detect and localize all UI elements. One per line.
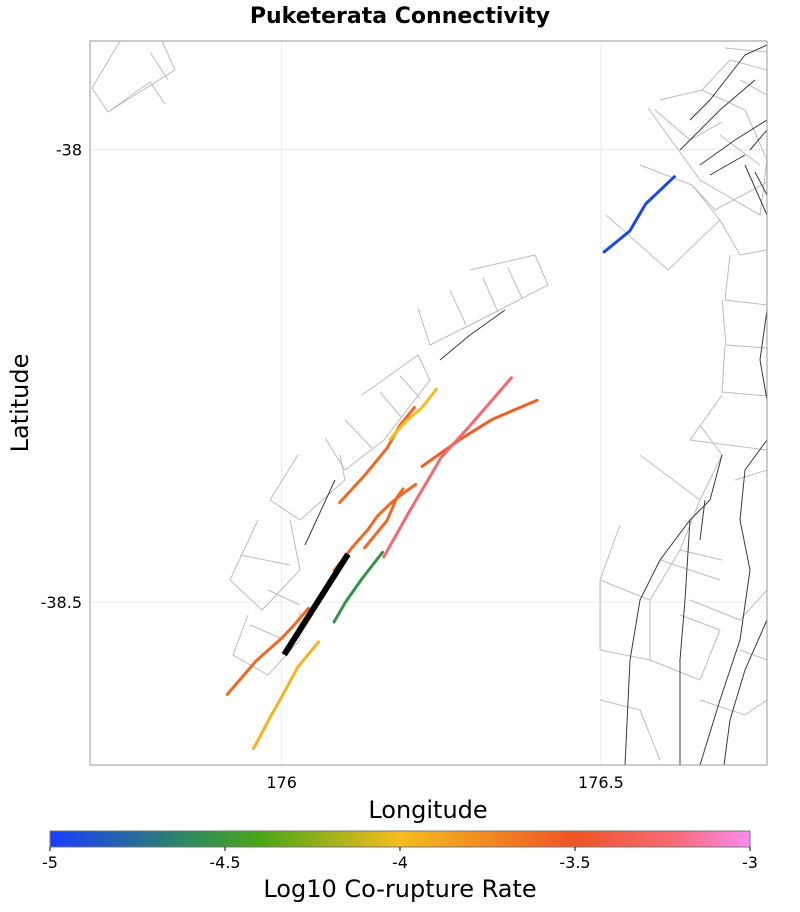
colorbar-tick-label: -3: [742, 853, 758, 872]
background-fault-segment: [249, 624, 286, 641]
corupture-fault-trace: [332, 482, 418, 572]
corupture-fault-trace: [332, 550, 384, 624]
background-fault-segment: [91, 41, 176, 113]
fault-trace-line: [699, 439, 767, 765]
background-fault-segment: [599, 699, 661, 761]
fault-trace-line: [699, 499, 706, 541]
fault-trace-line: [689, 44, 767, 121]
fault-trace-line: [744, 164, 767, 255]
background-fault-segment: [689, 589, 767, 621]
plot-frame: [89, 40, 768, 766]
corupture-fault-trace: [363, 487, 405, 550]
colorbar-tick-label: -4: [392, 853, 408, 872]
fault-trace-line: [699, 119, 767, 166]
background-fault-segment: [701, 59, 767, 91]
background-fault-segment: [719, 219, 767, 256]
y-axis-label: Latitude: [6, 354, 34, 453]
x-tick-label: 176.5: [578, 773, 624, 792]
background-fault-segment: [719, 134, 761, 166]
colorbar-label: Log10 Co-rupture Rate: [263, 875, 536, 903]
fault-trace-line: [749, 129, 767, 151]
colorbar-tick-label: -3.5: [559, 853, 590, 872]
x-axis-label: Longitude: [368, 796, 487, 824]
background-fault-segment: [639, 424, 723, 501]
background-fault-segment: [721, 344, 767, 397]
background-fault-segment: [647, 89, 767, 216]
plot-area: [91, 41, 767, 765]
corupture-fault-trace: [388, 387, 438, 441]
background-fault-segment: [379, 391, 403, 419]
background-fault-segment: [654, 109, 723, 141]
colorbar-tick-label: -5: [42, 853, 58, 872]
background-fault-segment: [649, 614, 721, 681]
fault-trace-line: [754, 171, 767, 196]
fault-trace-line: [723, 619, 767, 765]
y-tick-label: -38.5: [41, 593, 82, 612]
corupture-fault-trace: [252, 640, 321, 751]
background-fault-segment: [724, 254, 767, 306]
corupture-fault-trace: [338, 406, 416, 504]
background-fault-segment: [605, 164, 721, 271]
target-fault-group: [281, 552, 351, 657]
background-fault-segment: [689, 394, 767, 451]
corupture-fault-trace: [225, 606, 310, 696]
background-fault-segment: [107, 81, 166, 113]
fault-trace-line: [304, 479, 336, 546]
y-tick-label: -38: [56, 141, 82, 160]
colorbar-tick-label: -4.5: [209, 853, 240, 872]
background-fault-segment: [739, 649, 767, 661]
background-fault-segment: [659, 559, 721, 581]
colorbar-ticks: -5 -4.5 -4 -3.5 -3: [42, 847, 758, 872]
background-fault-segment: [599, 524, 681, 601]
colorbar: [49, 830, 751, 848]
background-fault-segment: [734, 469, 767, 481]
corupture-faults: [225, 175, 676, 751]
background-fault-segment: [482, 277, 499, 313]
background-fault-segment: [417, 254, 549, 346]
background-fault-segment: [699, 699, 767, 716]
fault-trace-line: [759, 309, 767, 401]
map-title: Puketerata Connectivity: [250, 4, 550, 29]
background-fault-segment: [599, 580, 651, 661]
background-fault-segment: [739, 79, 767, 96]
fault-trace-line: [439, 309, 506, 361]
fault-trace-line: [679, 79, 756, 151]
background-fault-segment: [399, 375, 421, 399]
background-fault-segment: [691, 181, 767, 211]
background-fault-segment: [449, 289, 467, 326]
background-fault-segment: [229, 519, 301, 611]
background-fault-segment: [507, 267, 523, 299]
x-tick-label: 176: [266, 773, 297, 792]
fault-trace-line: [679, 519, 691, 765]
background-fault-segment: [149, 51, 169, 81]
fault-trace-line: [709, 154, 746, 176]
corupture-fault-trace: [420, 398, 539, 468]
background-fault-segment: [344, 419, 373, 449]
corupture-fault-trace: [382, 376, 513, 559]
y-axis-ticks: -38 -38.5: [41, 141, 82, 612]
background-fault-segment: [721, 299, 767, 349]
x-axis-ticks: 176 176.5: [266, 773, 624, 792]
target-fault-trace: [281, 552, 351, 657]
background-fault-segment: [267, 589, 301, 606]
background-fault-segment: [724, 47, 767, 53]
background-fault-segment: [269, 454, 346, 521]
background-fault-segment: [239, 554, 291, 566]
grid-lines: [90, 41, 767, 765]
corupture-fault-trace: [602, 175, 676, 254]
fault-trace-line: [624, 454, 723, 765]
